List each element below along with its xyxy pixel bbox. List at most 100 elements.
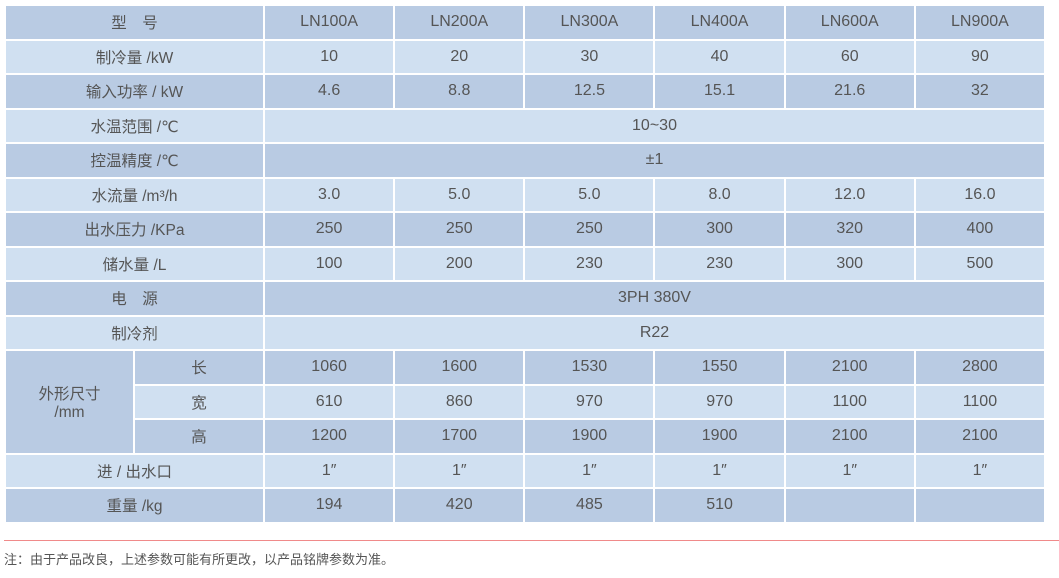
model-header: LN600A	[785, 6, 914, 39]
table-row: 水流量 /m³/h 3.0 5.0 5.0 8.0 12.0 16.0	[6, 178, 1044, 211]
cell-value: 860	[395, 385, 524, 418]
table-row: 外形尺寸 /mm 长 1060 1600 1530 1550 2100 2800	[6, 351, 1044, 453]
cell-value: 250	[265, 213, 394, 246]
cell-value: 60	[785, 40, 914, 73]
row-label: 制冷量 /kW	[6, 40, 264, 73]
table-row: 进 / 出水口 1″ 1″ 1″ 1″ 1″ 1″	[6, 454, 1044, 487]
cell-value: 40	[655, 40, 784, 73]
dimension-label: 高	[135, 420, 264, 453]
cell-value: 10	[265, 40, 394, 73]
cell-value: 300	[655, 213, 784, 246]
spec-table: 型 号 LN100A LN200A LN300A LN400A LN600A LN900A 制…	[4, 4, 1046, 524]
cell-value: 970	[655, 385, 784, 418]
cell-value: 1″	[785, 454, 914, 487]
cell-value: 1200	[265, 420, 394, 453]
cell-value: 1530	[525, 351, 654, 384]
cell-value: 1600	[395, 351, 524, 384]
cell-value: 230	[525, 247, 654, 280]
table-row: 宽 610 860 970 970 1100 1100	[6, 385, 1044, 418]
cell-value: 15.1	[655, 75, 784, 108]
cell-value: 2100	[785, 420, 914, 453]
cell-value: 8.8	[395, 75, 524, 108]
cell-value: 5.0	[395, 178, 524, 211]
cell-value: 1″	[655, 454, 784, 487]
cell-value: 1″	[915, 454, 1044, 487]
note-divider	[4, 540, 1059, 541]
row-label: 水温范围 /℃	[6, 109, 264, 142]
row-label: 出水压力 /KPa	[6, 213, 264, 246]
cell-value: 610	[265, 385, 394, 418]
cell-value: 32	[915, 75, 1044, 108]
cell-value: 2100	[785, 351, 914, 384]
row-label: 控温精度 /℃	[6, 144, 264, 177]
cell-value: 2800	[915, 351, 1044, 384]
table-row: 水温范围 /℃ 10~30	[6, 109, 1044, 142]
cell-value: 1″	[265, 454, 394, 487]
cell-value: 1700	[395, 420, 524, 453]
cell-value: 200	[395, 247, 524, 280]
cell-value: 8.0	[655, 178, 784, 211]
cell-value: 5.0	[525, 178, 654, 211]
model-header: LN300A	[525, 6, 654, 39]
cell-value: 420	[395, 489, 524, 522]
cell-value: 1″	[525, 454, 654, 487]
table-row: 储水量 /L 100 200 230 230 300 500	[6, 247, 1044, 280]
cell-value: 1550	[655, 351, 784, 384]
dimension-label: 宽	[135, 385, 264, 418]
table-row: 控温精度 /℃ ±1	[6, 144, 1044, 177]
model-header: LN200A	[395, 6, 524, 39]
cell-value: 1900	[655, 420, 784, 453]
cell-value: 250	[525, 213, 654, 246]
table-row: 输入功率 / kW 4.6 8.8 12.5 15.1 21.6 32	[6, 75, 1044, 108]
model-header: LN900A	[915, 6, 1044, 39]
row-label: 储水量 /L	[6, 247, 264, 280]
cell-value: 30	[525, 40, 654, 73]
row-label: 电 源	[6, 282, 264, 315]
cell-value: 100	[265, 247, 394, 280]
cell-value: 16.0	[915, 178, 1044, 211]
table-row: 出水压力 /KPa 250 250 250 300 320 400	[6, 213, 1044, 246]
cell-value: 1100	[915, 385, 1044, 418]
spanned-value: 10~30	[265, 109, 1044, 142]
cell-value: 21.6	[785, 75, 914, 108]
cell-value: 2100	[915, 420, 1044, 453]
cell-value: 510	[655, 489, 784, 522]
row-label: 制冷剂	[6, 316, 264, 349]
cell-value: 12.5	[525, 75, 654, 108]
table-row: 重量 /kg 194 420 485 510	[6, 489, 1044, 522]
cell-value: 1100	[785, 385, 914, 418]
row-label: 进 / 出水口	[6, 454, 264, 487]
cell-value	[915, 489, 1044, 522]
cell-value	[785, 489, 914, 522]
dimensions-label: 外形尺寸 /mm	[6, 351, 133, 453]
header-label: 型 号	[6, 6, 264, 39]
cell-value: 3.0	[265, 178, 394, 211]
spanned-value: 3PH 380V	[265, 282, 1044, 315]
cell-value: 485	[525, 489, 654, 522]
model-header: LN100A	[265, 6, 394, 39]
cell-value: 1060	[265, 351, 394, 384]
table-row: 制冷剂 R22	[6, 316, 1044, 349]
cell-value: 500	[915, 247, 1044, 280]
cell-value: 90	[915, 40, 1044, 73]
table-row: 制冷量 /kW 10 20 30 40 60 90	[6, 40, 1044, 73]
cell-value: 230	[655, 247, 784, 280]
spanned-value: ±1	[265, 144, 1044, 177]
cell-value: 250	[395, 213, 524, 246]
row-label: 输入功率 / kW	[6, 75, 264, 108]
cell-value: 1″	[395, 454, 524, 487]
cell-value: 1900	[525, 420, 654, 453]
cell-value: 4.6	[265, 75, 394, 108]
dimension-label: 长	[135, 351, 264, 384]
footnote: 注：由于产品改良，上述参数可能有所更改，以产品铭牌参数为准。	[4, 553, 395, 568]
table-row: 高 1200 1700 1900 1900 2100 2100	[6, 420, 1044, 453]
cell-value: 400	[915, 213, 1044, 246]
cell-value: 194	[265, 489, 394, 522]
cell-value: 320	[785, 213, 914, 246]
header-row: 型 号 LN100A LN200A LN300A LN400A LN600A LN900A	[6, 6, 1044, 39]
model-header: LN400A	[655, 6, 784, 39]
cell-value: 300	[785, 247, 914, 280]
cell-value: 12.0	[785, 178, 914, 211]
cell-value: 20	[395, 40, 524, 73]
row-label: 重量 /kg	[6, 489, 264, 522]
